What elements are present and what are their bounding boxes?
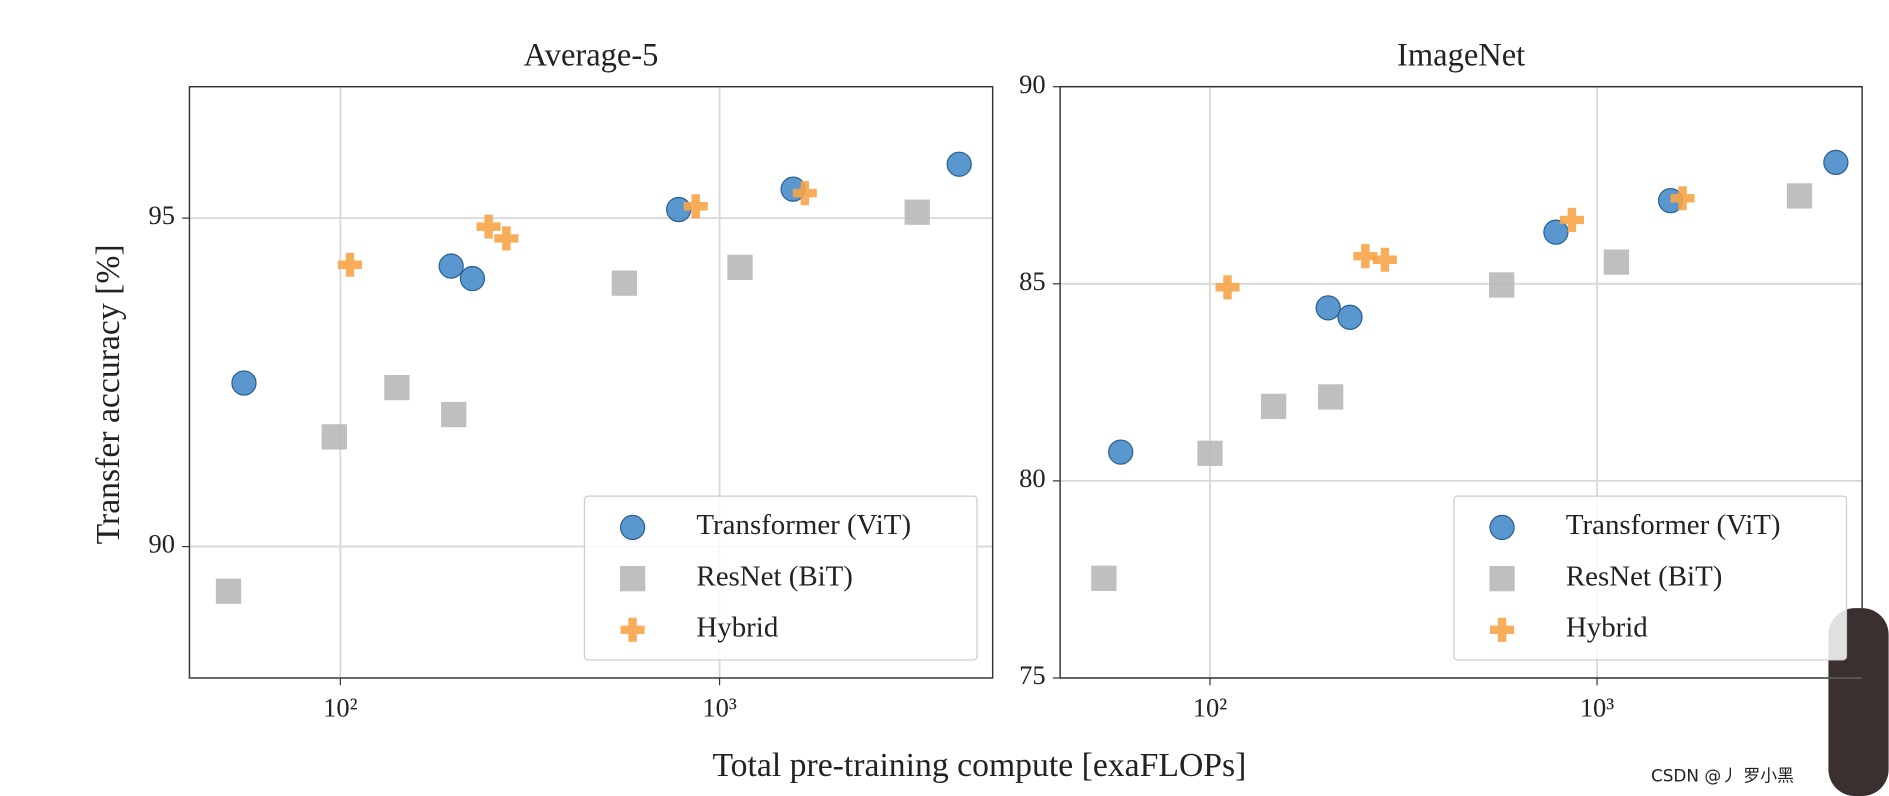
point — [1543, 219, 1569, 245]
point — [1603, 249, 1630, 275]
legend-marker — [1489, 514, 1515, 541]
y-tick-label: 95 — [149, 200, 175, 230]
point — [1197, 440, 1223, 466]
legend-label: ResNet (BiT) — [696, 560, 852, 592]
y-tick-label: 85 — [1019, 266, 1045, 296]
legend-label: Transformer (ViT) — [1566, 509, 1781, 541]
point — [1670, 186, 1695, 211]
x-tick-label: 10² — [323, 693, 357, 723]
point — [1372, 247, 1397, 272]
legend-marker — [619, 565, 646, 592]
point — [904, 199, 930, 225]
legend-label: Hybrid — [1566, 611, 1648, 643]
y-tick-label: 90 — [149, 529, 175, 559]
legend-marker — [619, 514, 646, 541]
legend-marker — [1490, 617, 1515, 642]
point — [1823, 149, 1849, 176]
legend-marker — [620, 617, 645, 642]
point — [231, 370, 257, 396]
point — [1318, 384, 1344, 410]
point — [384, 374, 410, 401]
legend-marker — [1489, 565, 1515, 592]
y-tick-label: 75 — [1019, 660, 1045, 690]
point — [683, 194, 708, 219]
point — [1786, 183, 1813, 209]
point — [1260, 393, 1287, 420]
x-tick-label: 10³ — [702, 693, 736, 723]
x-tick-label: 10² — [1193, 693, 1227, 723]
point — [727, 254, 753, 281]
point — [215, 578, 242, 604]
point — [611, 270, 638, 296]
y-axis-label: Transfer accuracy [%] — [90, 244, 127, 544]
point — [1315, 295, 1341, 321]
y-tick-label: 80 — [1019, 463, 1045, 493]
y-tick-label: 90 — [1019, 69, 1045, 99]
legend-box — [1453, 495, 1848, 661]
point — [321, 424, 347, 450]
point — [459, 265, 486, 292]
point — [1337, 304, 1363, 330]
point — [438, 253, 464, 279]
point — [494, 226, 519, 251]
chart-title: ImageNet — [1397, 37, 1525, 73]
watermark: CSDN @丿 罗小黑 — [1651, 766, 1794, 786]
point — [1108, 439, 1134, 465]
x-axis-label: Total pre-training compute [exaFLOPs] — [712, 747, 1246, 784]
point — [946, 151, 972, 177]
chart-title: Average-5 — [524, 37, 659, 73]
x-tick-label: 10³ — [1580, 693, 1614, 723]
point — [792, 181, 817, 206]
point — [1489, 272, 1515, 298]
point — [337, 252, 362, 277]
point — [1559, 207, 1584, 232]
legend-label: ResNet (BiT) — [1566, 560, 1722, 592]
legend-label: Hybrid — [696, 611, 778, 643]
legend-box — [583, 495, 978, 661]
point — [476, 214, 501, 239]
legend-label: Transformer (ViT) — [696, 509, 911, 541]
point — [1215, 275, 1240, 300]
point — [441, 401, 467, 428]
plot-frame — [188, 85, 994, 679]
plot-frame — [1059, 85, 1863, 679]
point — [1353, 244, 1378, 269]
point — [1091, 565, 1117, 591]
